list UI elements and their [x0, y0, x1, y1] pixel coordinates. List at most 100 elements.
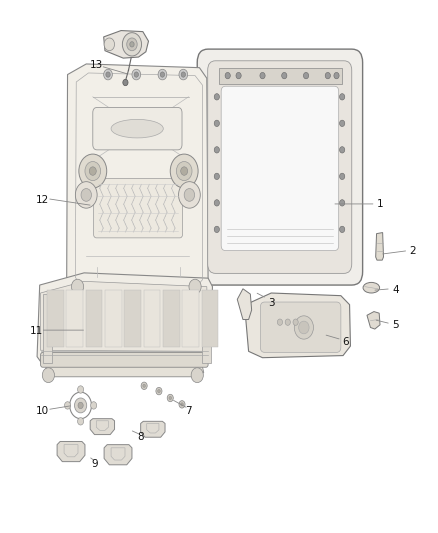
Circle shape [64, 402, 71, 409]
Text: 7: 7 [185, 406, 192, 416]
Circle shape [104, 38, 115, 51]
Circle shape [78, 386, 84, 393]
Circle shape [42, 368, 54, 383]
Text: 13: 13 [90, 60, 103, 70]
Circle shape [293, 319, 298, 325]
Circle shape [74, 398, 87, 413]
Bar [144, 290, 160, 347]
Polygon shape [45, 363, 204, 377]
Circle shape [189, 279, 201, 294]
Bar [86, 290, 102, 347]
Circle shape [285, 319, 290, 325]
Text: 11: 11 [30, 326, 43, 336]
Circle shape [339, 200, 345, 206]
Circle shape [214, 120, 219, 126]
Circle shape [71, 279, 84, 294]
Bar [163, 290, 180, 347]
Circle shape [181, 403, 184, 406]
Circle shape [181, 72, 185, 77]
Ellipse shape [111, 119, 163, 138]
Bar [47, 290, 64, 347]
Circle shape [169, 397, 172, 400]
Text: 2: 2 [410, 246, 416, 256]
Polygon shape [57, 441, 85, 462]
Circle shape [89, 167, 96, 175]
Circle shape [122, 33, 141, 56]
Ellipse shape [363, 282, 380, 293]
FancyBboxPatch shape [260, 302, 341, 352]
Circle shape [325, 72, 330, 79]
Circle shape [214, 173, 219, 180]
Circle shape [75, 182, 97, 208]
Circle shape [339, 173, 345, 180]
Text: 1: 1 [377, 199, 383, 209]
Bar [67, 290, 83, 347]
Circle shape [127, 38, 137, 51]
Text: 6: 6 [342, 337, 349, 347]
Text: 12: 12 [36, 195, 49, 205]
Bar [105, 290, 122, 347]
Polygon shape [141, 421, 165, 437]
Circle shape [106, 72, 110, 77]
Circle shape [294, 316, 314, 339]
FancyBboxPatch shape [41, 352, 208, 367]
Bar [201, 294, 211, 363]
Circle shape [177, 161, 192, 181]
Circle shape [85, 161, 101, 181]
Bar [124, 290, 141, 347]
FancyBboxPatch shape [94, 179, 183, 238]
Bar [201, 290, 218, 347]
Circle shape [225, 72, 230, 79]
Circle shape [304, 72, 309, 79]
Circle shape [214, 200, 219, 206]
Polygon shape [237, 289, 252, 319]
Circle shape [214, 226, 219, 232]
Circle shape [91, 402, 97, 409]
Polygon shape [41, 281, 208, 351]
Circle shape [181, 167, 187, 175]
Text: 8: 8 [138, 432, 144, 442]
Circle shape [299, 321, 309, 334]
Polygon shape [37, 273, 212, 365]
Circle shape [158, 69, 167, 80]
Text: 5: 5 [392, 320, 399, 330]
Circle shape [156, 387, 162, 395]
FancyBboxPatch shape [221, 86, 339, 251]
Circle shape [78, 418, 84, 425]
Text: 10: 10 [36, 406, 49, 416]
Circle shape [282, 72, 287, 79]
FancyBboxPatch shape [197, 49, 363, 285]
Circle shape [339, 94, 345, 100]
Circle shape [179, 69, 187, 80]
Circle shape [339, 120, 345, 126]
Circle shape [158, 390, 160, 393]
Circle shape [123, 79, 128, 86]
Polygon shape [67, 64, 208, 294]
Circle shape [170, 154, 198, 188]
Circle shape [277, 319, 283, 325]
Polygon shape [376, 232, 384, 260]
Circle shape [79, 154, 107, 188]
Polygon shape [245, 293, 350, 358]
Polygon shape [367, 312, 380, 329]
Bar [219, 68, 342, 84]
Circle shape [104, 69, 113, 80]
Circle shape [260, 72, 265, 79]
Circle shape [334, 72, 339, 79]
Circle shape [191, 368, 203, 383]
Circle shape [81, 189, 92, 201]
Polygon shape [104, 30, 148, 58]
Circle shape [339, 147, 345, 153]
FancyBboxPatch shape [93, 108, 182, 150]
FancyBboxPatch shape [208, 61, 352, 273]
Bar [43, 294, 52, 363]
Text: 9: 9 [92, 459, 98, 469]
Polygon shape [90, 419, 115, 434]
Circle shape [179, 182, 200, 208]
Bar [182, 290, 199, 347]
Circle shape [339, 226, 345, 232]
Circle shape [141, 382, 147, 390]
Circle shape [130, 42, 134, 47]
Text: 3: 3 [268, 297, 275, 308]
Circle shape [134, 72, 138, 77]
